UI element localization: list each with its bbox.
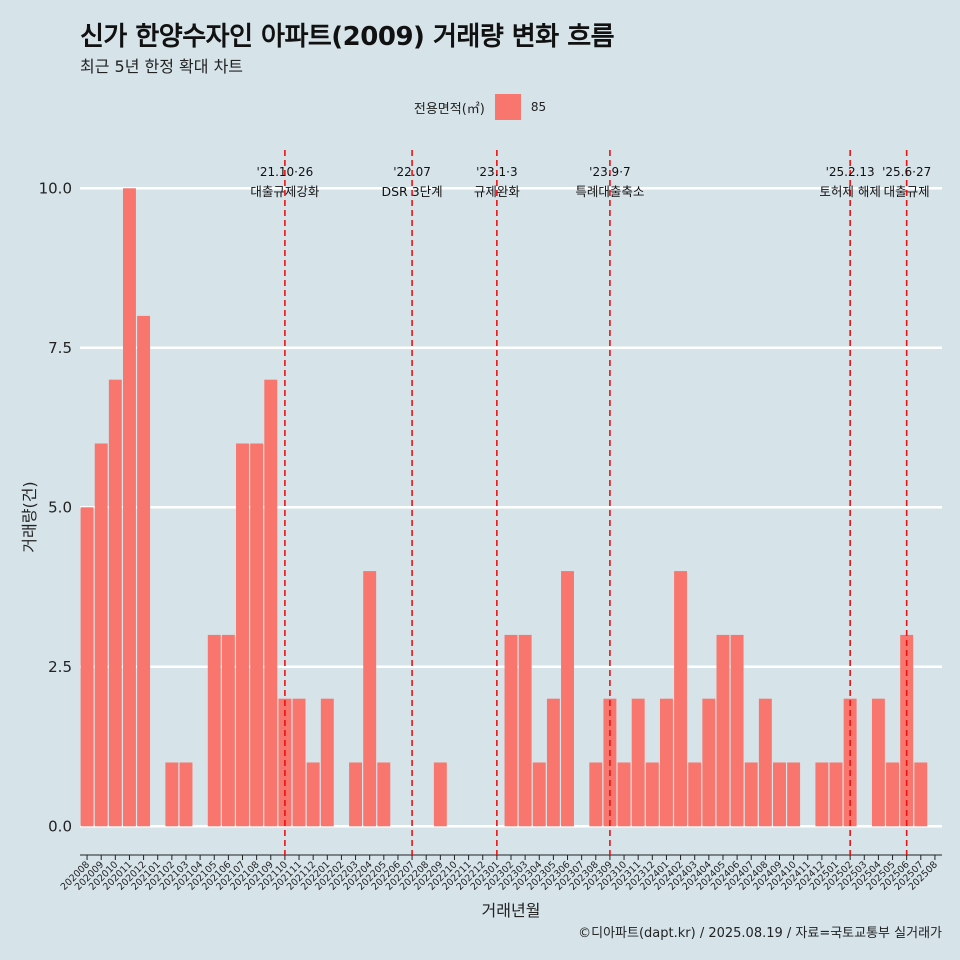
bar-202311 xyxy=(631,698,645,827)
bar-202012 xyxy=(137,315,151,827)
bar-202312 xyxy=(645,762,659,827)
bar-202410 xyxy=(787,762,801,827)
y-tick-label: 7.5 xyxy=(48,339,72,357)
bar-202505 xyxy=(886,762,900,827)
y-tick-label: 5.0 xyxy=(48,498,72,516)
bar-202407 xyxy=(744,762,758,827)
event-date-label: '25.6·27 xyxy=(882,165,931,179)
bar-202201 xyxy=(320,698,334,827)
bar-202305 xyxy=(546,698,560,827)
bar-202303 xyxy=(518,634,532,827)
bar-202109 xyxy=(264,379,278,827)
event-name-label: DSR 3단계 xyxy=(381,184,442,199)
bar-202501 xyxy=(829,762,843,827)
bar-202203 xyxy=(349,762,363,827)
bar-202112 xyxy=(306,762,320,827)
bar-202308 xyxy=(589,762,603,827)
bar-202406 xyxy=(730,634,744,827)
event-date-label: '23.1·3 xyxy=(476,165,517,179)
bar-202011 xyxy=(122,188,136,827)
bar-202010 xyxy=(108,379,122,827)
event-date-label: '22.07 xyxy=(393,165,431,179)
source-caption: ©디아파트(dapt.kr) / 2025.08.19 / 자료=국토교통부 실… xyxy=(578,926,942,941)
bar-202105 xyxy=(207,634,221,827)
bar-202304 xyxy=(532,762,546,827)
chart-title: 신가 한양수자인 아파트(2009) 거래량 변화 흐름 xyxy=(80,22,615,52)
event-name-label: 대출규제 xyxy=(884,184,930,199)
legend-title: 전용면적(㎡) xyxy=(413,101,485,117)
bar-202405 xyxy=(716,634,730,827)
legend: 전용면적(㎡) 85 xyxy=(0,94,960,120)
y-axis-label: 거래량(건) xyxy=(20,481,39,553)
bar-202106 xyxy=(221,634,235,827)
event-name-label: 규제완화 xyxy=(474,184,521,199)
bar-202507 xyxy=(914,762,928,827)
bar-202107 xyxy=(236,443,249,827)
y-tick-label: 10.0 xyxy=(39,179,72,197)
bar-202412 xyxy=(815,762,829,827)
event-date-label: '25.2.13 xyxy=(826,165,875,179)
bar-202401 xyxy=(659,698,673,827)
bar-202408 xyxy=(758,698,772,827)
bar-202306 xyxy=(561,571,574,827)
bar-202008 xyxy=(80,507,94,827)
y-tick-label: 0.0 xyxy=(48,817,72,835)
bar-202404 xyxy=(702,698,716,827)
event-name-label: 특례대출축소 xyxy=(575,184,644,199)
chart-subtitle: 최근 5년 한정 확대 차트 xyxy=(80,57,244,76)
bar-202111 xyxy=(292,698,306,827)
bar-202504 xyxy=(871,698,885,827)
legend-swatch xyxy=(494,94,521,120)
bar-202102 xyxy=(165,762,179,827)
event-name-label: 대출규제강화 xyxy=(250,184,320,199)
bar-202103 xyxy=(179,762,193,827)
bar-202310 xyxy=(617,762,631,827)
bar-202302 xyxy=(504,634,518,827)
bar-202204 xyxy=(363,571,377,827)
bar-202209 xyxy=(433,762,447,827)
bar-202009 xyxy=(94,443,108,827)
bar-202205 xyxy=(377,762,391,827)
event-name-label: 토허제 해제 xyxy=(819,184,880,199)
event-date-label: '23.9·7 xyxy=(589,165,630,179)
bar-202409 xyxy=(773,762,786,827)
y-tick-label: 2.5 xyxy=(48,658,72,676)
bar-202403 xyxy=(688,762,702,827)
x-axis-label: 거래년월 xyxy=(481,901,541,920)
bar-202108 xyxy=(250,443,264,827)
legend-entry: 85 xyxy=(530,100,547,114)
event-date-label: '21.10·26 xyxy=(257,165,314,179)
bar-202402 xyxy=(674,571,688,827)
